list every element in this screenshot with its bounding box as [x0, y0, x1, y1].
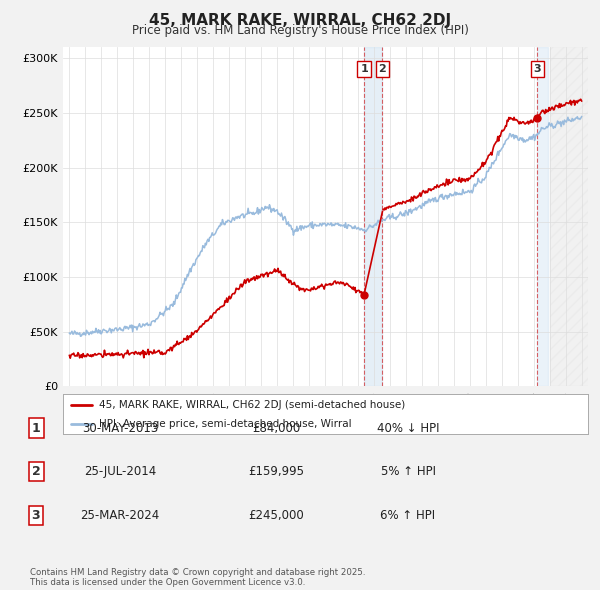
Text: £159,995: £159,995: [248, 465, 304, 478]
Text: 1: 1: [360, 64, 368, 74]
Text: Price paid vs. HM Land Registry's House Price Index (HPI): Price paid vs. HM Land Registry's House …: [131, 24, 469, 37]
Text: 6% ↑ HPI: 6% ↑ HPI: [380, 509, 436, 522]
Text: 2: 2: [379, 64, 386, 74]
Text: 45, MARK RAKE, WIRRAL, CH62 2DJ (semi-detached house): 45, MARK RAKE, WIRRAL, CH62 2DJ (semi-de…: [98, 400, 405, 410]
Text: £245,000: £245,000: [248, 509, 304, 522]
Text: 5% ↑ HPI: 5% ↑ HPI: [380, 465, 436, 478]
Bar: [364, 47, 382, 386]
Text: 40% ↓ HPI: 40% ↓ HPI: [377, 421, 439, 435]
Text: 45, MARK RAKE, WIRRAL, CH62 2DJ: 45, MARK RAKE, WIRRAL, CH62 2DJ: [149, 13, 451, 28]
Text: 25-JUL-2014: 25-JUL-2014: [84, 465, 156, 478]
Text: 1: 1: [32, 421, 40, 435]
Bar: [550, 47, 590, 386]
Text: 2: 2: [32, 465, 40, 478]
Text: 3: 3: [533, 64, 541, 74]
Text: 3: 3: [32, 509, 40, 522]
Text: 30-MAY-2013: 30-MAY-2013: [82, 421, 158, 435]
Text: £84,000: £84,000: [252, 421, 300, 435]
Bar: [537, 47, 548, 386]
Text: HPI: Average price, semi-detached house, Wirral: HPI: Average price, semi-detached house,…: [98, 419, 352, 428]
Text: 25-MAR-2024: 25-MAR-2024: [80, 509, 160, 522]
Text: Contains HM Land Registry data © Crown copyright and database right 2025.
This d: Contains HM Land Registry data © Crown c…: [30, 568, 365, 587]
